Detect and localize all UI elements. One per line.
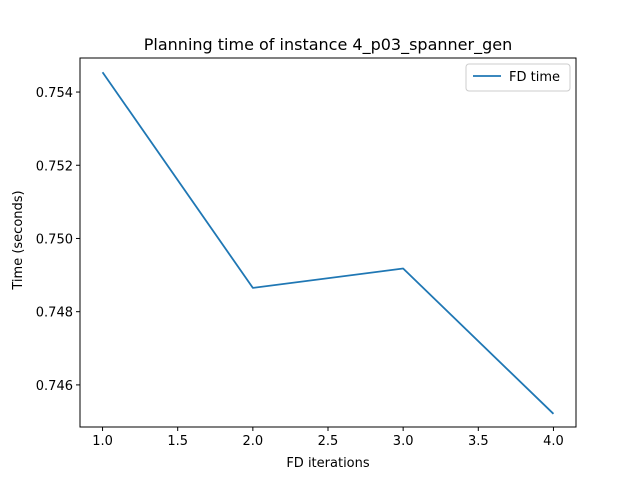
x-tick-label: 1.5 [167,434,188,449]
y-axis-ticks: 0.746 0.748 0.750 0.752 0.754 [36,86,80,394]
x-tick-label: 3.5 [468,434,489,449]
series-line-fd-time [101,71,555,415]
legend-box [465,63,571,92]
x-tick-label: 3.0 [393,434,414,449]
x-tick-label: 2.5 [318,434,339,449]
x-axis-label: FD iterations [286,456,370,471]
chart-title: Planning time of instance 4_p03_spanner_… [144,35,512,55]
legend: FD time [465,63,571,92]
y-tick-label: 0.748 [36,306,73,321]
y-tick-label: 0.750 [36,232,73,247]
plot-frame [79,57,577,428]
x-tick-label: 1.0 [92,434,113,449]
legend-label-fd-time: FD time [509,70,560,85]
y-tick-label: 0.746 [36,379,73,394]
x-tick-label: 4.0 [543,434,564,449]
y-tick-label: 0.754 [36,86,73,101]
y-axis-label: Time (seconds) [11,190,26,290]
x-axis-ticks: 1.0 1.5 2.0 2.5 3.0 3.5 4.0 [92,427,564,449]
plot-area: 1.0 1.5 2.0 2.5 3.0 3.5 4.0 0.7460.7480.7500.7… [36,57,577,449]
x-tick-label: 2.0 [243,434,264,449]
series-group [101,71,555,415]
y-tick-label: 0.752 [36,159,73,174]
